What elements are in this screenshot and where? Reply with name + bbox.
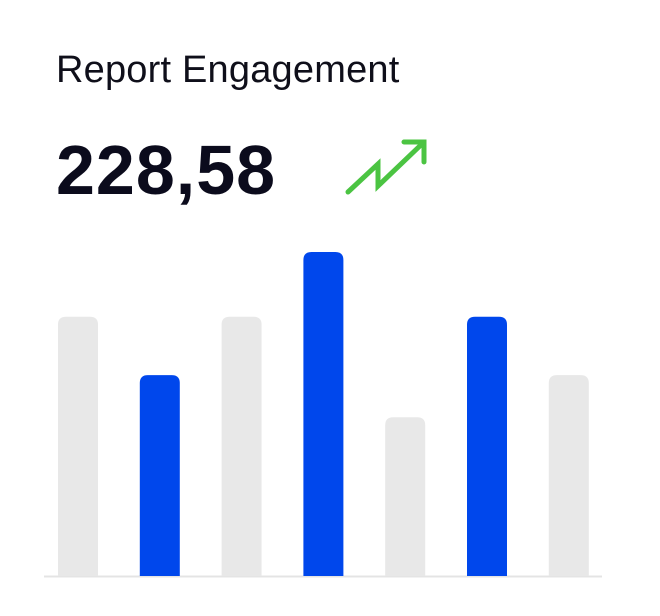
- chart-bar-2: [139, 375, 180, 576]
- chart-bar-6: [467, 316, 507, 576]
- chart-bar-4: [303, 252, 344, 576]
- chart-bar-1: [58, 316, 98, 576]
- chart-bar-7: [548, 375, 589, 576]
- card-title: Report Engagement: [56, 49, 400, 91]
- trend-up-arrow-icon: [345, 139, 427, 195]
- chart-bar-5: [385, 417, 426, 576]
- metric-value: 228,58: [56, 131, 277, 209]
- chart-bar-3: [221, 316, 262, 576]
